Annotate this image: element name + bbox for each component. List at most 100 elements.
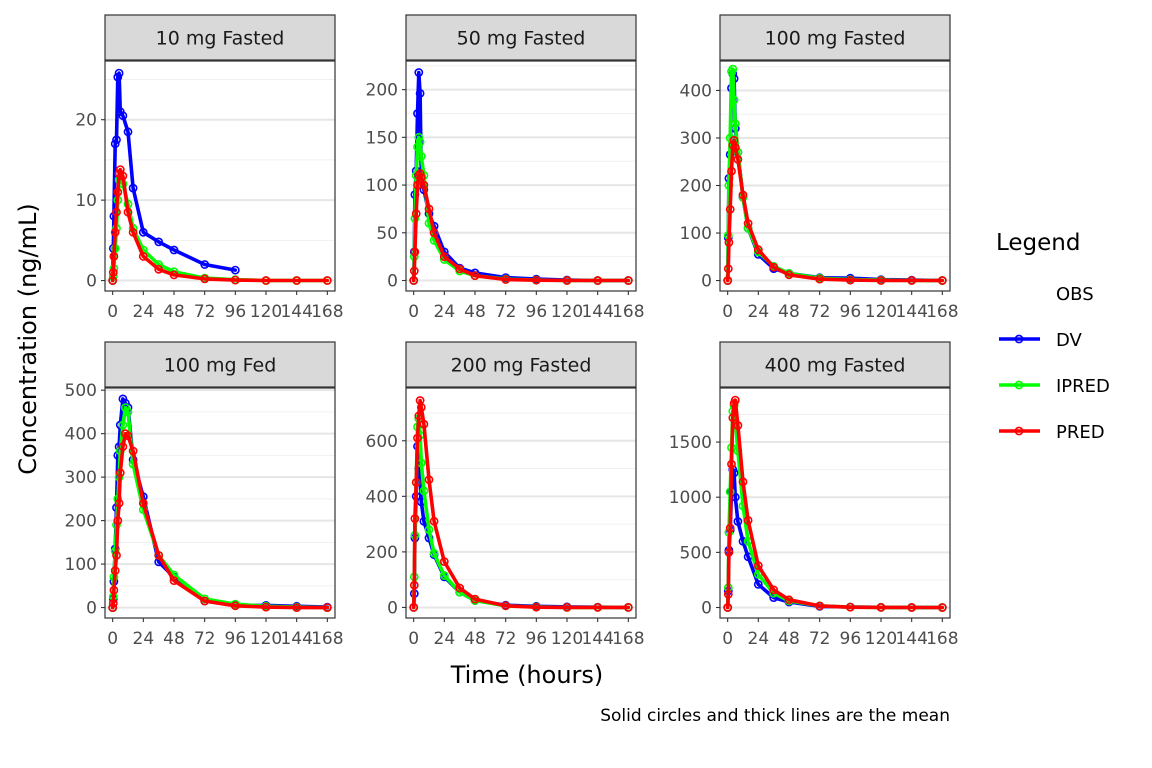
data-point-pred — [429, 516, 439, 526]
panel-strip — [719, 14, 951, 61]
series-pred — [108, 165, 332, 285]
panel-strip — [104, 14, 336, 61]
data-point-ipred — [416, 151, 426, 161]
data-point-pred — [415, 169, 425, 178]
data-point-pred — [728, 140, 738, 150]
data-point-pred — [723, 264, 733, 274]
data-point-pred — [907, 603, 917, 612]
data-point-pred — [730, 143, 740, 152]
x-tick-label: 144 — [280, 302, 312, 322]
data-point-ipred — [118, 420, 128, 430]
series-pred — [723, 135, 947, 285]
x-tick-label: 144 — [895, 629, 927, 649]
y-tick-label: 0 — [387, 272, 398, 292]
x-tick-label: 96 — [225, 302, 247, 322]
x-tick-label: 0 — [408, 302, 419, 322]
panel-100-mg-fed: 100 mg Fed 0 100 200 300 400 500 0 24 48 72 96 12014… — [65, 341, 344, 649]
y-tick-label: 400 — [65, 425, 97, 445]
x-tick-label: 96 — [526, 302, 548, 322]
data-point-pred — [112, 551, 121, 560]
legend-label: DV — [1056, 330, 1083, 351]
data-point-dv — [753, 580, 763, 589]
y-tick-label: 1000 — [669, 488, 712, 508]
data-point-pred — [730, 395, 740, 405]
x-tick-label: 168 — [612, 302, 644, 322]
data-point-pred — [128, 446, 138, 456]
chart-caption: Solid circles and thick lines are the me… — [600, 706, 950, 726]
legend-label: PRED — [1056, 422, 1105, 443]
data-point-pred — [429, 228, 439, 238]
data-point-pred — [123, 207, 133, 217]
data-point-pred — [416, 402, 426, 412]
y-tick-label: 300 — [65, 468, 97, 488]
data-point-pred — [409, 266, 419, 276]
data-point-pred — [410, 514, 420, 523]
y-tick-label: 0 — [387, 598, 398, 618]
data-point-pred — [531, 602, 541, 612]
data-point-pred — [108, 268, 118, 277]
data-point-pred — [410, 247, 420, 257]
data-point-dv — [154, 237, 164, 247]
x-tick-label: 72 — [809, 302, 831, 322]
data-point-dv — [138, 227, 148, 237]
data-point-dv — [169, 245, 179, 255]
data-point-pred — [128, 227, 138, 237]
y-tick-label: 500 — [680, 543, 712, 563]
x-tick-label: 24 — [434, 302, 456, 322]
data-point-pred — [414, 411, 424, 421]
data-point-pred — [108, 603, 118, 612]
data-point-pred — [753, 561, 763, 570]
data-point-pred — [470, 594, 480, 604]
data-point-dv — [118, 111, 128, 121]
panel-border — [405, 387, 637, 619]
x-tick-label: 0 — [722, 629, 733, 649]
x-tick-label: 24 — [434, 629, 456, 649]
data-point-pred — [784, 270, 794, 280]
data-point-pred — [114, 498, 124, 508]
panel-border — [719, 60, 951, 292]
data-point-pred — [593, 603, 603, 612]
series-line-pred — [411, 171, 631, 283]
data-point-dv — [414, 68, 424, 77]
data-point-dv — [200, 260, 210, 269]
data-point-dv — [733, 517, 743, 526]
data-point-ipred — [730, 119, 740, 129]
x-tick-label: 96 — [225, 629, 247, 649]
y-tick-label: 100 — [65, 555, 97, 575]
x-tick-label: 120 — [865, 629, 897, 649]
x-tick-label: 0 — [408, 629, 419, 649]
x-tick-label: 168 — [311, 629, 343, 649]
data-point-pred — [113, 187, 123, 197]
panel-title: 50 mg Fasted — [457, 28, 586, 50]
y-tick-label: 400 — [680, 81, 712, 101]
data-point-pred — [727, 166, 736, 176]
series-line-pred — [411, 398, 631, 610]
y-tick-label: 200 — [65, 512, 97, 532]
legend-label: OBS — [1056, 284, 1094, 305]
data-point-ipred — [429, 548, 439, 558]
data-point-pred — [738, 477, 748, 487]
panel-title: 400 mg Fasted — [765, 355, 906, 377]
data-point-pred — [470, 271, 480, 281]
data-point-pred — [108, 276, 118, 285]
x-tick-label: 48 — [163, 629, 185, 649]
data-point-pred — [769, 585, 779, 595]
x-tick-label: 96 — [526, 629, 548, 649]
x-tick-label: 168 — [612, 629, 644, 649]
y-tick-label: 150 — [366, 128, 398, 148]
data-point-dv — [123, 127, 133, 137]
data-point-ipred — [121, 403, 130, 412]
panel-border — [104, 387, 336, 619]
data-point-pred — [409, 276, 419, 285]
data-point-pred — [876, 276, 886, 285]
data-point-ipred — [729, 95, 739, 105]
data-point-pred — [724, 238, 734, 247]
data-point-pred — [230, 601, 240, 611]
panel-strip — [104, 341, 336, 388]
data-point-ipred — [424, 525, 434, 535]
data-point-pred — [439, 557, 449, 566]
x-tick-label: 120 — [250, 302, 282, 322]
data-point-dv — [114, 68, 124, 78]
data-point-pred — [623, 276, 633, 285]
